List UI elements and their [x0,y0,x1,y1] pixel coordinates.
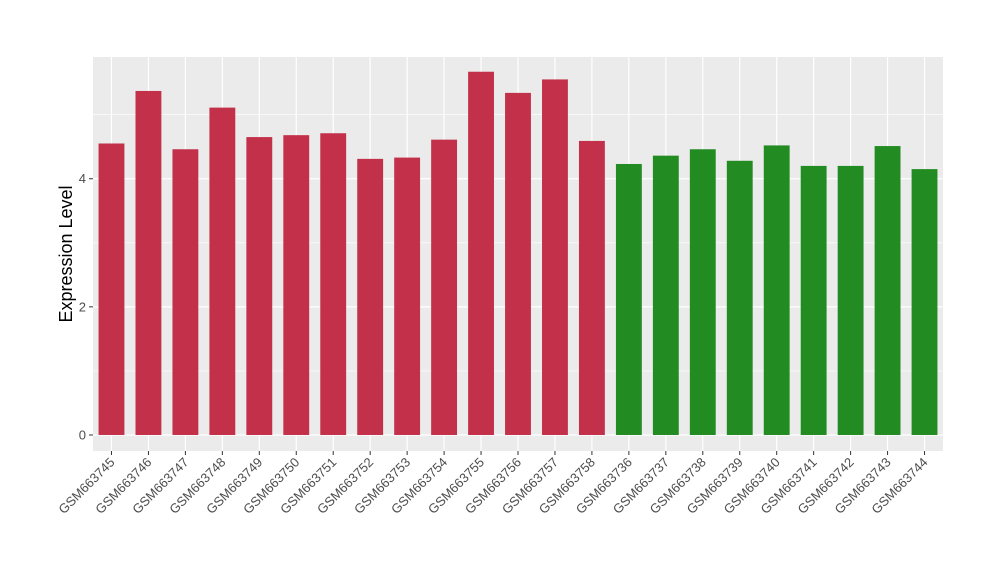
bar-GSM663753 [394,157,421,435]
bars [98,71,938,435]
bar-GSM663741 [800,165,827,435]
bar-GSM663750 [283,135,310,435]
bar-GSM663758 [578,140,605,435]
bar-GSM663739 [726,160,753,435]
bar-GSM663748 [209,107,236,435]
bar-GSM663747 [172,149,199,435]
x-axis: GSM663745GSM663746GSM663747GSM663748GSM6… [55,451,931,517]
bar-GSM663756 [505,92,531,435]
bar-GSM663740 [763,145,790,435]
bar-GSM663752 [357,158,384,435]
y-axis: 0 2 4 [79,171,93,442]
bar-GSM663751 [320,133,347,435]
bar-GSM663755 [468,71,494,435]
bar-GSM663744 [911,169,938,435]
y-tick-label: 4 [79,171,86,186]
bar-GSM663745 [98,143,125,435]
bar-GSM663749 [246,137,273,435]
bar-GSM663757 [542,79,568,435]
bar-GSM663754 [431,139,458,435]
y-axis-title: Expression Level [56,185,76,322]
y-tick-label: 2 [79,299,86,314]
bar-GSM663736 [615,163,642,435]
bar-GSM663742 [837,165,864,435]
bar-GSM663737 [652,155,679,435]
bar-GSM663746 [135,90,162,435]
y-tick-label: 0 [79,427,86,442]
bar-GSM663738 [689,149,716,435]
bar-GSM663743 [874,146,901,435]
